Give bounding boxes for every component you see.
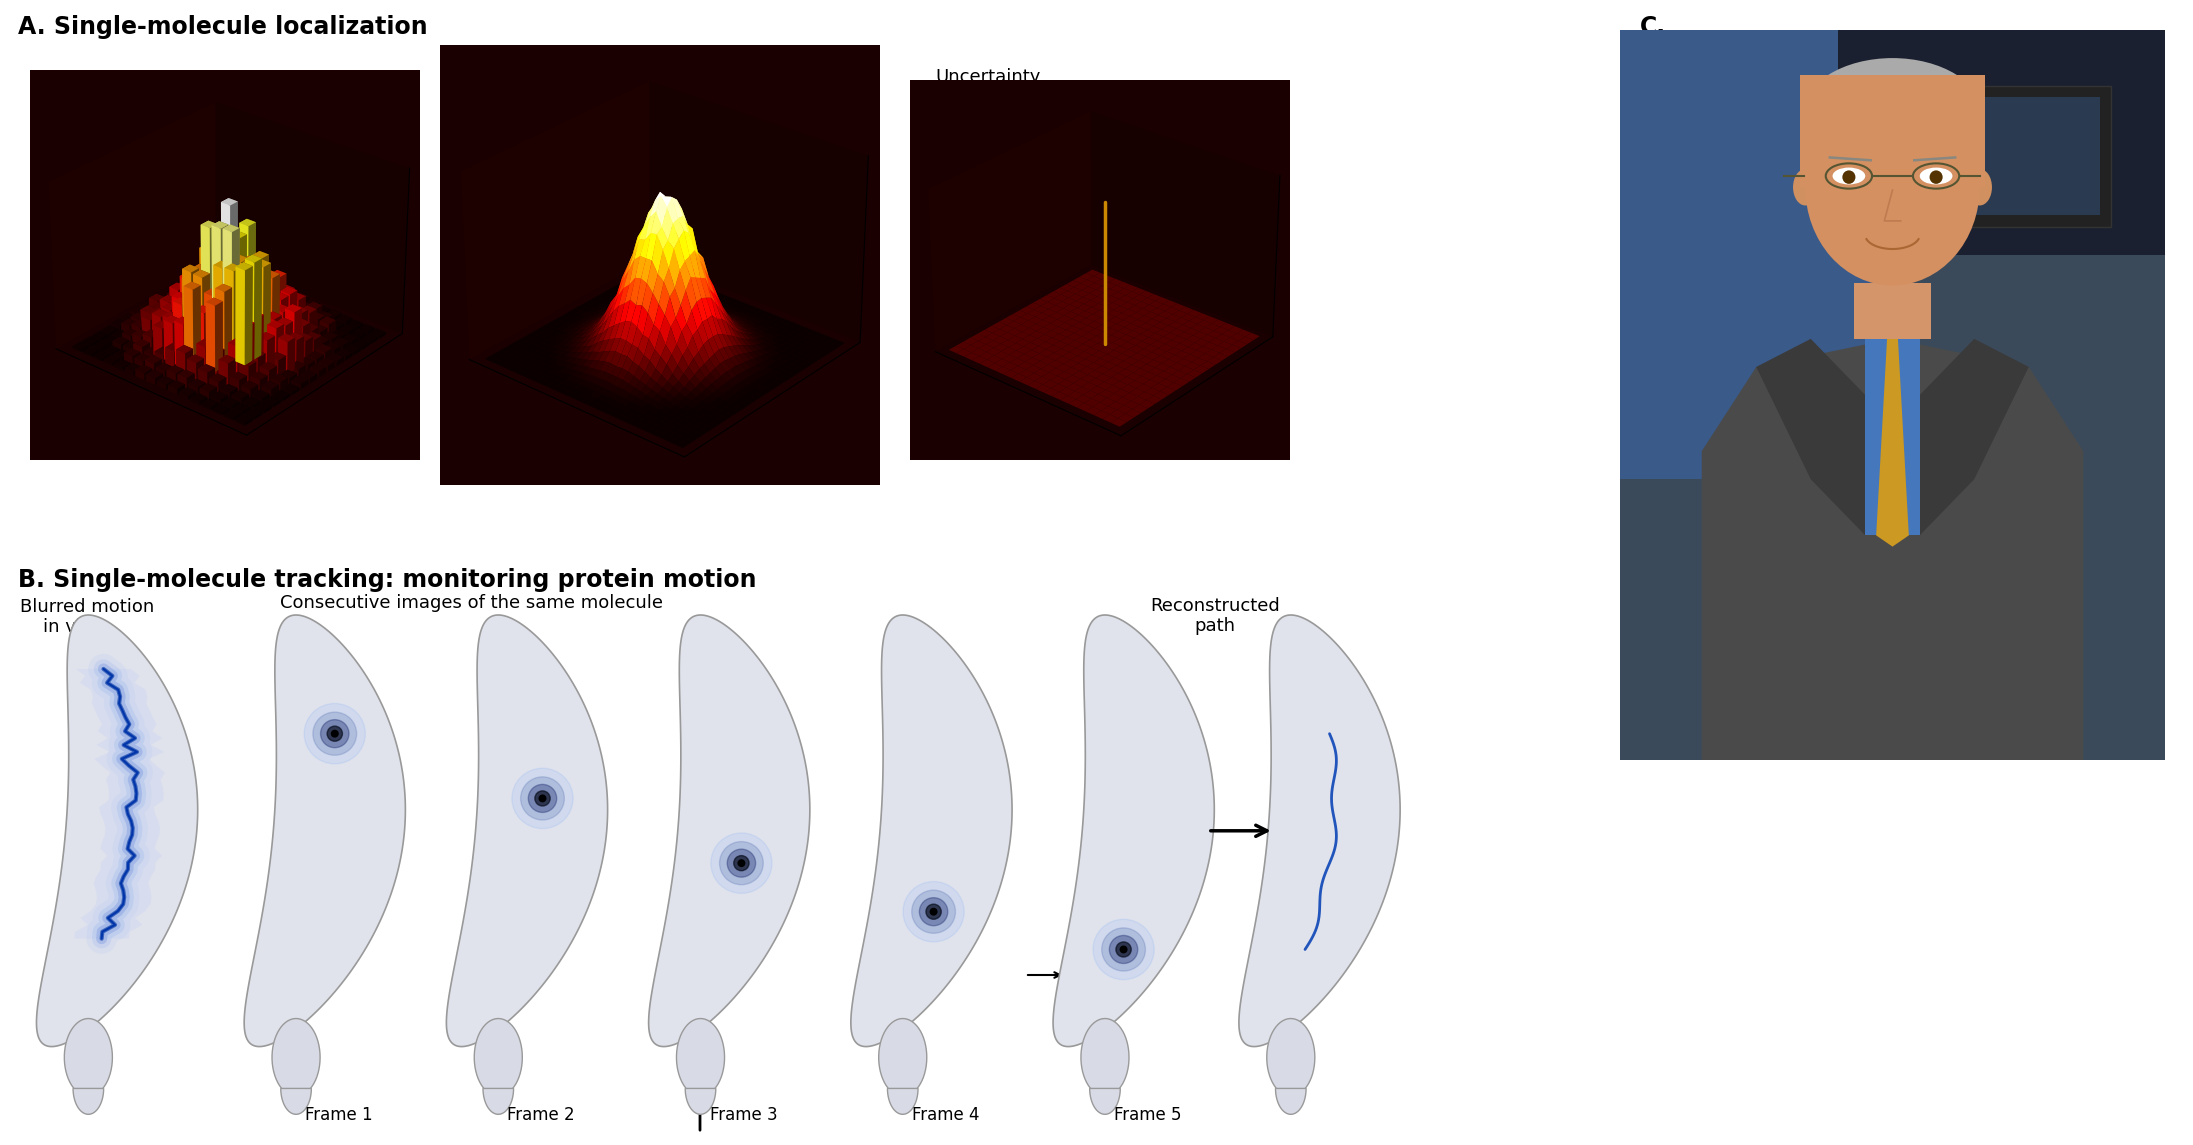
- Circle shape: [1842, 171, 1855, 184]
- Circle shape: [331, 731, 338, 737]
- Circle shape: [912, 890, 956, 933]
- Bar: [1919, 86, 2110, 227]
- Polygon shape: [482, 1089, 513, 1114]
- Circle shape: [314, 712, 357, 756]
- Circle shape: [735, 855, 750, 870]
- Polygon shape: [75, 669, 164, 939]
- Circle shape: [1116, 942, 1132, 957]
- Polygon shape: [272, 1019, 320, 1096]
- Circle shape: [904, 882, 965, 942]
- Circle shape: [1092, 919, 1154, 980]
- Text: Intensity
profile: Intensity profile: [37, 76, 116, 113]
- Polygon shape: [1276, 1089, 1307, 1114]
- Polygon shape: [281, 1089, 311, 1114]
- Polygon shape: [72, 1089, 103, 1114]
- Ellipse shape: [1967, 169, 1991, 205]
- Circle shape: [711, 832, 772, 893]
- Text: Frame 2: Frame 2: [507, 1106, 575, 1124]
- Polygon shape: [1866, 339, 1919, 536]
- Circle shape: [739, 860, 746, 867]
- Circle shape: [930, 908, 936, 915]
- Polygon shape: [851, 615, 1011, 1047]
- Text: Reconstructed: Reconstructed: [1149, 597, 1281, 615]
- Polygon shape: [684, 1089, 715, 1114]
- Polygon shape: [1919, 339, 2029, 536]
- Polygon shape: [649, 615, 809, 1047]
- Circle shape: [1110, 935, 1138, 963]
- Text: Blurred motion: Blurred motion: [20, 598, 154, 616]
- Bar: [1930, 97, 2099, 215]
- Bar: [1800, 74, 1985, 188]
- Polygon shape: [1081, 1019, 1129, 1096]
- Polygon shape: [1239, 615, 1399, 1047]
- Text: C.: C.: [1640, 15, 1667, 39]
- Polygon shape: [243, 615, 406, 1047]
- Polygon shape: [675, 1019, 724, 1096]
- Polygon shape: [1855, 283, 1930, 339]
- Polygon shape: [1757, 339, 1866, 536]
- Polygon shape: [1053, 615, 1215, 1047]
- Polygon shape: [1268, 1019, 1316, 1096]
- Ellipse shape: [1919, 167, 1952, 184]
- Polygon shape: [879, 1019, 928, 1096]
- Polygon shape: [474, 1019, 522, 1096]
- Polygon shape: [1838, 30, 2164, 254]
- Circle shape: [529, 784, 557, 813]
- Circle shape: [1101, 927, 1145, 971]
- Text: B. Single-molecule tracking: monitoring protein motion: B. Single-molecule tracking: monitoring …: [18, 568, 757, 592]
- Circle shape: [511, 768, 572, 829]
- Polygon shape: [1090, 1089, 1121, 1114]
- Ellipse shape: [1803, 58, 1982, 171]
- Polygon shape: [64, 1019, 112, 1096]
- Text: Uncertainty
in position
parameter: Uncertainty in position parameter: [934, 68, 1039, 127]
- Text: Frame 4: Frame 4: [912, 1106, 980, 1124]
- Text: Approximation
by Gaussian
function: Approximation by Gaussian function: [454, 68, 588, 127]
- Circle shape: [919, 898, 947, 925]
- Polygon shape: [1702, 339, 2083, 760]
- Polygon shape: [447, 615, 607, 1047]
- Circle shape: [1930, 171, 1943, 184]
- Circle shape: [719, 842, 763, 885]
- Circle shape: [535, 791, 550, 806]
- Text: path: path: [1195, 617, 1235, 635]
- Circle shape: [320, 720, 349, 748]
- Polygon shape: [1621, 30, 1893, 480]
- Text: A. Single-molecule localization: A. Single-molecule localization: [18, 15, 428, 39]
- Text: Frame 5: Frame 5: [1114, 1106, 1182, 1124]
- Ellipse shape: [1794, 169, 1818, 205]
- Text: Frame 1: Frame 1: [305, 1106, 373, 1124]
- Polygon shape: [888, 1089, 919, 1114]
- Circle shape: [728, 850, 757, 877]
- Ellipse shape: [1805, 89, 1980, 285]
- Text: in vivo: in vivo: [20, 618, 103, 635]
- Polygon shape: [1877, 339, 1908, 546]
- Circle shape: [305, 703, 366, 764]
- Circle shape: [925, 905, 941, 919]
- Ellipse shape: [1833, 167, 1866, 184]
- Circle shape: [539, 795, 546, 802]
- Text: Consecutive images of the same molecule: Consecutive images of the same molecule: [281, 594, 662, 611]
- Circle shape: [327, 726, 342, 741]
- Circle shape: [520, 776, 564, 820]
- Text: Frame 3: Frame 3: [711, 1106, 776, 1124]
- Polygon shape: [37, 615, 197, 1047]
- Circle shape: [1121, 946, 1127, 953]
